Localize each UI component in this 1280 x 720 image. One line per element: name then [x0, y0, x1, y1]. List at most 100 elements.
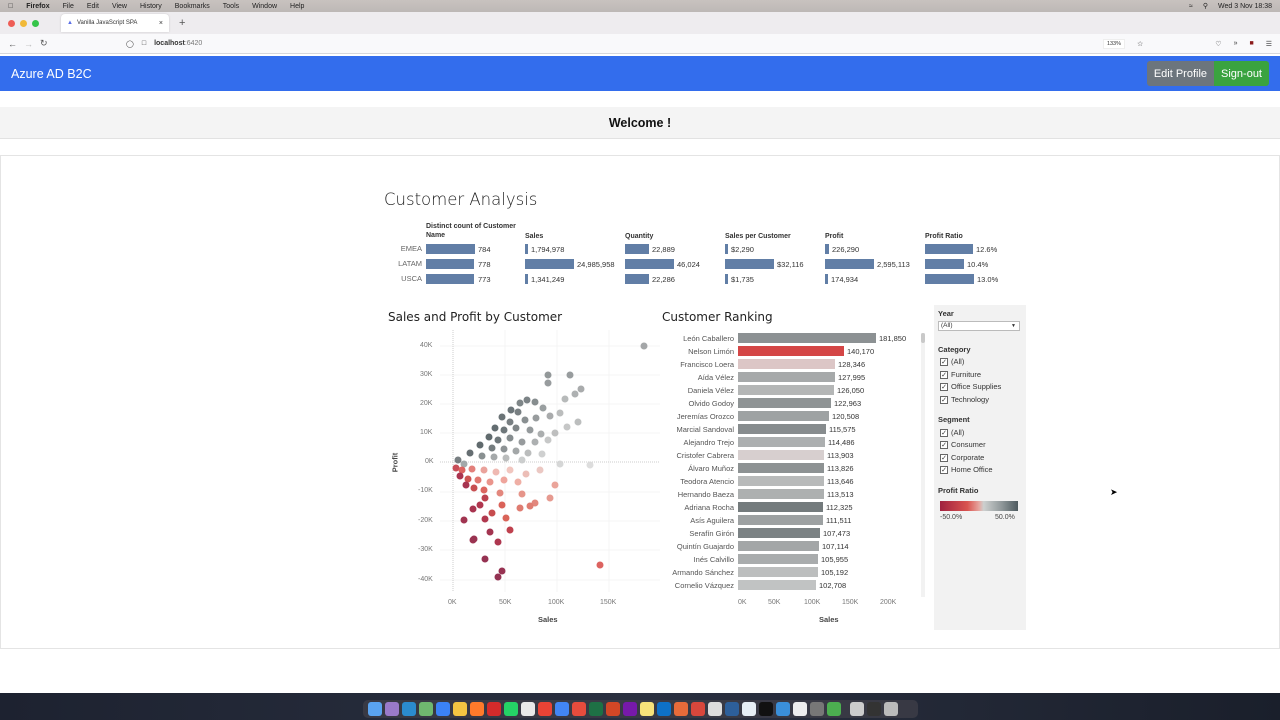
kpi-bar[interactable] [725, 259, 774, 269]
menu-edit[interactable]: Edit [81, 2, 99, 10]
clock[interactable]: Wed 3 Nov 18:38 [1218, 2, 1272, 10]
whatsapp-icon[interactable] [504, 702, 518, 716]
kpi-bar[interactable] [625, 244, 649, 254]
checkbox-checked-icon[interactable]: ✓ [940, 370, 948, 379]
kpi-bar[interactable] [925, 274, 974, 284]
menu-window[interactable]: Window [246, 2, 277, 10]
ranking-bar[interactable] [738, 476, 824, 486]
kpi-bar[interactable] [925, 244, 973, 254]
ranking-bar[interactable] [738, 346, 844, 356]
segment-option-corporate[interactable]: ✓ Corporate [940, 453, 985, 462]
ranking-bar[interactable] [738, 580, 816, 590]
excel-icon[interactable] [589, 702, 603, 716]
ranking-bar[interactable] [738, 463, 824, 473]
terminal-icon[interactable] [759, 702, 773, 716]
firefox-icon[interactable] [470, 702, 484, 716]
category-option-all[interactable]: ✓ (All) [940, 357, 965, 366]
app-icon[interactable] [674, 702, 688, 716]
scatter-plot[interactable] [440, 330, 660, 595]
extension-icon[interactable]: ■ [1249, 40, 1254, 47]
ranking-bar[interactable] [738, 424, 826, 434]
kpi-bar[interactable] [825, 244, 829, 254]
app-icon[interactable] [867, 702, 881, 716]
menu-bookmarks[interactable]: Bookmarks [169, 2, 210, 10]
edit-profile-button[interactable]: Edit Profile [1146, 61, 1215, 86]
kpi-bar[interactable] [725, 244, 728, 254]
kpi-bar[interactable] [825, 259, 874, 269]
new-tab-button[interactable]: + [179, 17, 186, 29]
ranking-bar[interactable] [738, 372, 835, 382]
maximize-window-button[interactable] [32, 19, 39, 27]
forward-icon[interactable]: → [24, 38, 33, 49]
menu-file[interactable]: File [57, 2, 74, 10]
kpi-bar[interactable] [426, 259, 474, 269]
ranking-bar[interactable] [738, 489, 824, 499]
tableau-icon[interactable] [742, 702, 756, 716]
ranking-bar[interactable] [738, 567, 818, 577]
sign-out-button[interactable]: Sign-out [1214, 61, 1269, 86]
category-option-furniture[interactable]: ✓ Furniture [940, 370, 982, 379]
url-text[interactable]: localhost:6420 [154, 40, 203, 47]
ranking-bar[interactable] [738, 541, 819, 551]
extensions-overflow-icon[interactable]: » [1233, 40, 1238, 47]
textedit-icon[interactable] [793, 702, 807, 716]
onenote-icon[interactable] [623, 702, 637, 716]
calendar-icon[interactable] [555, 702, 569, 716]
url-bar[interactable]: ◯ □ localhost:6420 [126, 40, 202, 48]
zoom-level[interactable]: 133% [1102, 38, 1126, 49]
segment-option-all[interactable]: ✓ (All) [940, 428, 965, 437]
checkbox-checked-icon[interactable]: ✓ [940, 395, 948, 404]
category-option-technology[interactable]: ✓ Technology [940, 395, 989, 404]
menu-help[interactable]: Help [284, 2, 304, 10]
year-dropdown[interactable]: (All) ▼ [938, 321, 1020, 331]
menu-tools[interactable]: Tools [217, 2, 239, 10]
checkbox-checked-icon[interactable]: ✓ [940, 382, 948, 391]
ranking-bar[interactable] [738, 502, 823, 512]
kpi-bar[interactable] [925, 259, 964, 269]
bookmark-star-icon[interactable]: ☆ [1137, 40, 1144, 48]
ranking-bar[interactable] [738, 411, 829, 421]
gmail-icon[interactable] [538, 702, 552, 716]
category-option-office-supplies[interactable]: ✓ Office Supplies [940, 382, 1002, 391]
search-icon[interactable]: ⚲ [1202, 3, 1209, 10]
kpi-bar[interactable] [625, 274, 649, 284]
kpi-bar[interactable] [525, 259, 574, 269]
tableau-icon[interactable] [725, 702, 739, 716]
close-window-button[interactable] [8, 19, 15, 27]
ranking-bar[interactable] [738, 528, 820, 538]
vscode-icon[interactable] [657, 702, 671, 716]
scrollbar-thumb[interactable] [921, 333, 925, 343]
reload-icon[interactable]: ↻ [40, 38, 48, 48]
checkbox-checked-icon[interactable]: ✓ [940, 357, 948, 366]
ranking-bar[interactable] [738, 359, 835, 369]
kpi-bar[interactable] [625, 259, 674, 269]
checkbox-checked-icon[interactable]: ✓ [940, 453, 948, 462]
ranking-bar[interactable] [738, 333, 876, 343]
tableau-icon[interactable] [708, 702, 722, 716]
powerpoint-icon[interactable] [606, 702, 620, 716]
ranking-scrollbar[interactable] [921, 333, 925, 597]
apple-icon[interactable]:  [8, 3, 13, 10]
menu-view[interactable]: View [106, 2, 127, 10]
checkbox-checked-icon[interactable]: ✓ [940, 440, 948, 449]
kpi-bar[interactable] [525, 274, 528, 284]
brand-title[interactable]: Azure AD B2C [11, 66, 92, 81]
notes-icon[interactable] [640, 702, 654, 716]
app-icon[interactable] [810, 702, 824, 716]
safari-icon[interactable] [436, 702, 450, 716]
slack-icon[interactable] [521, 702, 535, 716]
app-icon[interactable] [572, 702, 586, 716]
browser-tab[interactable]: ▲ Vanilla JavaScript SPA × [61, 14, 169, 32]
kpi-bar[interactable] [525, 244, 528, 254]
ranking-bar[interactable] [738, 385, 834, 395]
app-icon[interactable] [419, 702, 433, 716]
kpi-bar[interactable] [825, 274, 828, 284]
ranking-bar[interactable] [738, 554, 818, 564]
back-icon[interactable]: ← [8, 38, 17, 49]
opera-icon[interactable] [487, 702, 501, 716]
chrome-icon[interactable] [453, 702, 467, 716]
minimize-window-button[interactable] [20, 19, 27, 27]
finder-icon[interactable] [368, 702, 382, 716]
menu-history[interactable]: History [134, 2, 162, 10]
app-icon[interactable] [776, 702, 790, 716]
